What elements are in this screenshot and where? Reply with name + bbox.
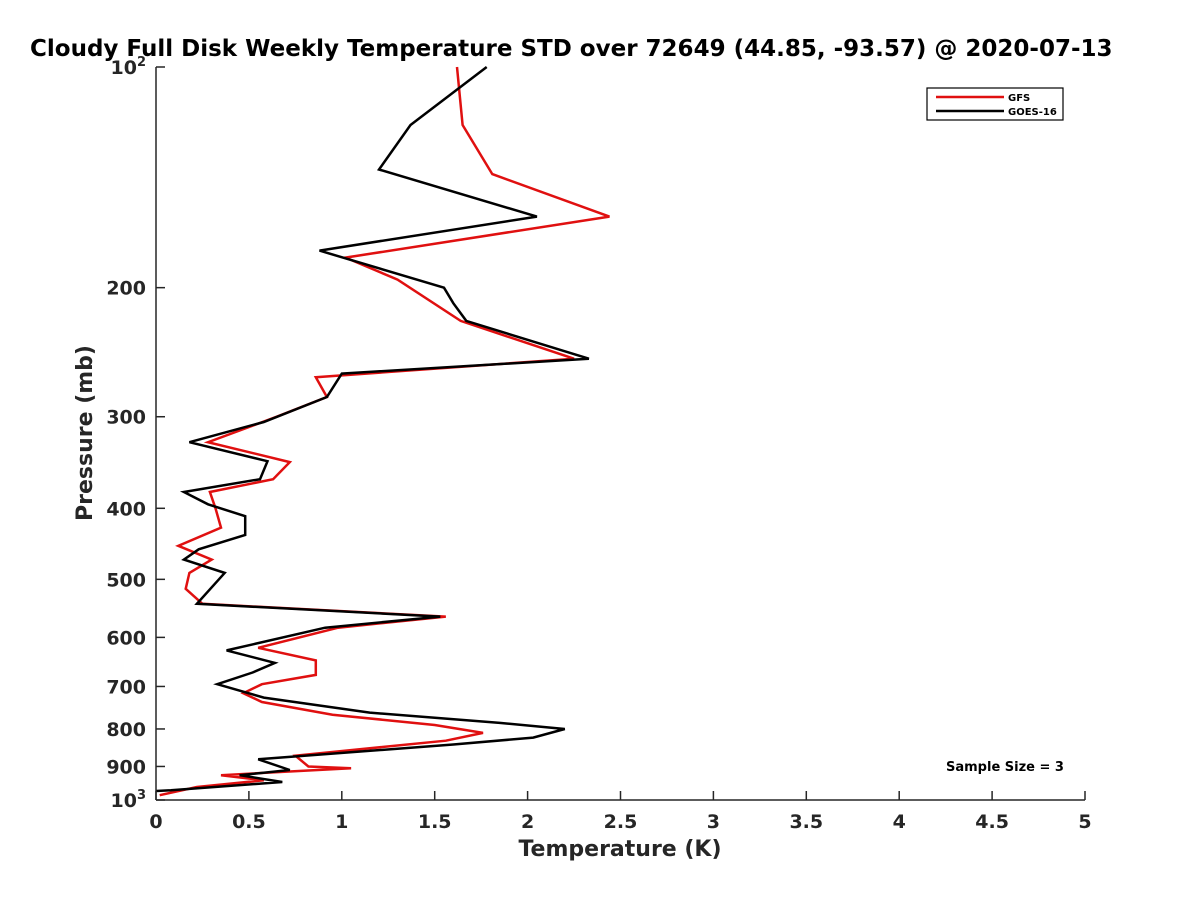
series-layer (155, 66, 610, 797)
x-axis-label: Temperature (K) (518, 837, 721, 862)
y-tick-base: 10 (111, 790, 137, 812)
series-line-goes16 (155, 66, 590, 793)
legend: GFS GOES-16 (926, 87, 1064, 121)
x-tick-label: 2 (521, 811, 534, 833)
x-tick-label: 3.5 (789, 811, 823, 833)
x-tick-label: 2.5 (604, 811, 638, 833)
y-tick-base: 10 (111, 57, 137, 79)
x-tick-label: 4 (893, 811, 906, 833)
x-tick-label: 1 (335, 811, 348, 833)
y-tick-label-power: 102 (111, 55, 147, 79)
y-tick-label: 400 (106, 498, 146, 520)
y-tick-label: 300 (106, 407, 146, 429)
x-ticks: 0 0.5 1 1.5 2 2.5 3 3.5 4 4.5 5 (149, 791, 1092, 833)
plot-axes-box (156, 67, 1085, 800)
x-tick-label: 0 (149, 811, 162, 833)
y-tick-label: 700 (106, 676, 146, 698)
y-tick-label-power: 103 (111, 788, 147, 812)
x-tick-label: 5 (1078, 811, 1091, 833)
x-tick-label: 3 (707, 811, 720, 833)
chart-title: Cloudy Full Disk Weekly Temperature STD … (30, 36, 1113, 62)
series-line-gfs (159, 66, 610, 797)
x-tick-label: 1.5 (418, 811, 452, 833)
y-tick-label: 200 (106, 278, 146, 300)
legend-box (926, 87, 1064, 121)
x-tick-label: 0.5 (232, 811, 266, 833)
y-axis-label: Pressure (mb) (73, 345, 98, 521)
legend-label-gfs: GFS (1008, 93, 1030, 104)
y-tick-label: 500 (106, 569, 146, 591)
y-tick-exponent: 2 (137, 55, 146, 70)
sample-size-annotation: Sample Size = 3 (946, 760, 1064, 775)
y-tick-label: 900 (106, 756, 146, 778)
y-tick-label: 600 (106, 627, 146, 649)
legend-label-goes16: GOES-16 (1008, 107, 1057, 118)
y-tick-exponent: 3 (137, 788, 146, 803)
y-tick-label: 800 (106, 719, 146, 741)
x-tick-label: 4.5 (975, 811, 1009, 833)
